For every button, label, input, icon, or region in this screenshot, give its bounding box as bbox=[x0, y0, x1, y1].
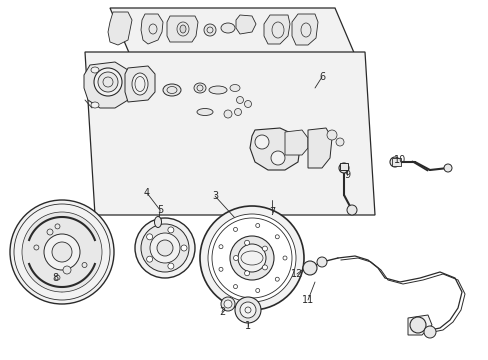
Circle shape bbox=[34, 245, 39, 250]
Circle shape bbox=[157, 240, 173, 256]
Text: 5: 5 bbox=[157, 205, 163, 215]
Circle shape bbox=[409, 317, 425, 333]
Circle shape bbox=[346, 205, 356, 215]
Circle shape bbox=[150, 233, 180, 263]
Circle shape bbox=[221, 297, 235, 311]
Polygon shape bbox=[407, 315, 431, 335]
Circle shape bbox=[63, 266, 71, 274]
Text: 7: 7 bbox=[268, 207, 275, 217]
Ellipse shape bbox=[132, 73, 148, 95]
Polygon shape bbox=[125, 66, 155, 102]
Circle shape bbox=[326, 130, 336, 140]
Text: 11: 11 bbox=[301, 295, 313, 305]
Ellipse shape bbox=[91, 67, 99, 73]
Polygon shape bbox=[285, 130, 307, 155]
Circle shape bbox=[167, 263, 174, 269]
Circle shape bbox=[254, 135, 268, 149]
Circle shape bbox=[94, 68, 122, 96]
Polygon shape bbox=[141, 14, 163, 44]
Ellipse shape bbox=[154, 216, 161, 228]
Circle shape bbox=[229, 236, 273, 280]
Polygon shape bbox=[110, 8, 354, 55]
Circle shape bbox=[146, 234, 152, 240]
Polygon shape bbox=[167, 16, 198, 42]
Polygon shape bbox=[236, 15, 256, 34]
Circle shape bbox=[262, 265, 267, 270]
Circle shape bbox=[146, 256, 152, 262]
Polygon shape bbox=[85, 52, 374, 215]
Circle shape bbox=[135, 218, 195, 278]
Ellipse shape bbox=[180, 25, 185, 33]
Text: 9: 9 bbox=[343, 170, 349, 180]
Text: 6: 6 bbox=[318, 72, 325, 82]
Text: 12: 12 bbox=[290, 269, 303, 279]
Ellipse shape bbox=[194, 83, 205, 93]
Circle shape bbox=[207, 214, 295, 302]
Text: 4: 4 bbox=[143, 188, 150, 198]
Bar bbox=[391, 158, 400, 166]
Ellipse shape bbox=[163, 84, 181, 96]
Circle shape bbox=[224, 110, 231, 118]
Circle shape bbox=[338, 163, 348, 173]
Circle shape bbox=[10, 200, 114, 304]
Polygon shape bbox=[108, 12, 132, 45]
Circle shape bbox=[236, 96, 243, 104]
Circle shape bbox=[240, 302, 256, 318]
Circle shape bbox=[270, 151, 285, 165]
Circle shape bbox=[98, 72, 118, 92]
Circle shape bbox=[244, 240, 249, 245]
Circle shape bbox=[55, 275, 60, 280]
Bar bbox=[339, 163, 347, 170]
Circle shape bbox=[52, 242, 72, 262]
Circle shape bbox=[244, 100, 251, 108]
Circle shape bbox=[224, 300, 231, 308]
Circle shape bbox=[316, 257, 326, 267]
Circle shape bbox=[443, 164, 451, 172]
Text: 2: 2 bbox=[219, 307, 224, 317]
Polygon shape bbox=[307, 128, 331, 168]
Circle shape bbox=[303, 261, 316, 275]
Polygon shape bbox=[264, 15, 289, 44]
Text: 3: 3 bbox=[211, 191, 218, 201]
Ellipse shape bbox=[91, 102, 99, 108]
Text: 1: 1 bbox=[244, 321, 250, 331]
Circle shape bbox=[233, 256, 238, 261]
Circle shape bbox=[389, 157, 399, 167]
Circle shape bbox=[167, 227, 174, 233]
Polygon shape bbox=[84, 62, 132, 108]
Circle shape bbox=[235, 297, 261, 323]
Text: 10: 10 bbox=[393, 155, 406, 165]
Ellipse shape bbox=[197, 108, 213, 116]
Circle shape bbox=[238, 244, 265, 272]
Polygon shape bbox=[291, 14, 317, 45]
Circle shape bbox=[203, 24, 216, 36]
Circle shape bbox=[335, 138, 343, 146]
Circle shape bbox=[55, 224, 60, 229]
Circle shape bbox=[200, 206, 304, 310]
Circle shape bbox=[22, 212, 102, 292]
Ellipse shape bbox=[208, 86, 226, 94]
Circle shape bbox=[244, 271, 249, 276]
Polygon shape bbox=[249, 128, 299, 170]
Circle shape bbox=[234, 108, 241, 116]
Circle shape bbox=[262, 246, 267, 251]
Circle shape bbox=[423, 326, 435, 338]
Circle shape bbox=[44, 234, 80, 270]
Circle shape bbox=[82, 262, 87, 267]
Circle shape bbox=[141, 224, 189, 272]
Ellipse shape bbox=[229, 85, 240, 91]
Text: 8: 8 bbox=[52, 273, 58, 283]
Ellipse shape bbox=[221, 23, 235, 33]
Circle shape bbox=[181, 245, 186, 251]
